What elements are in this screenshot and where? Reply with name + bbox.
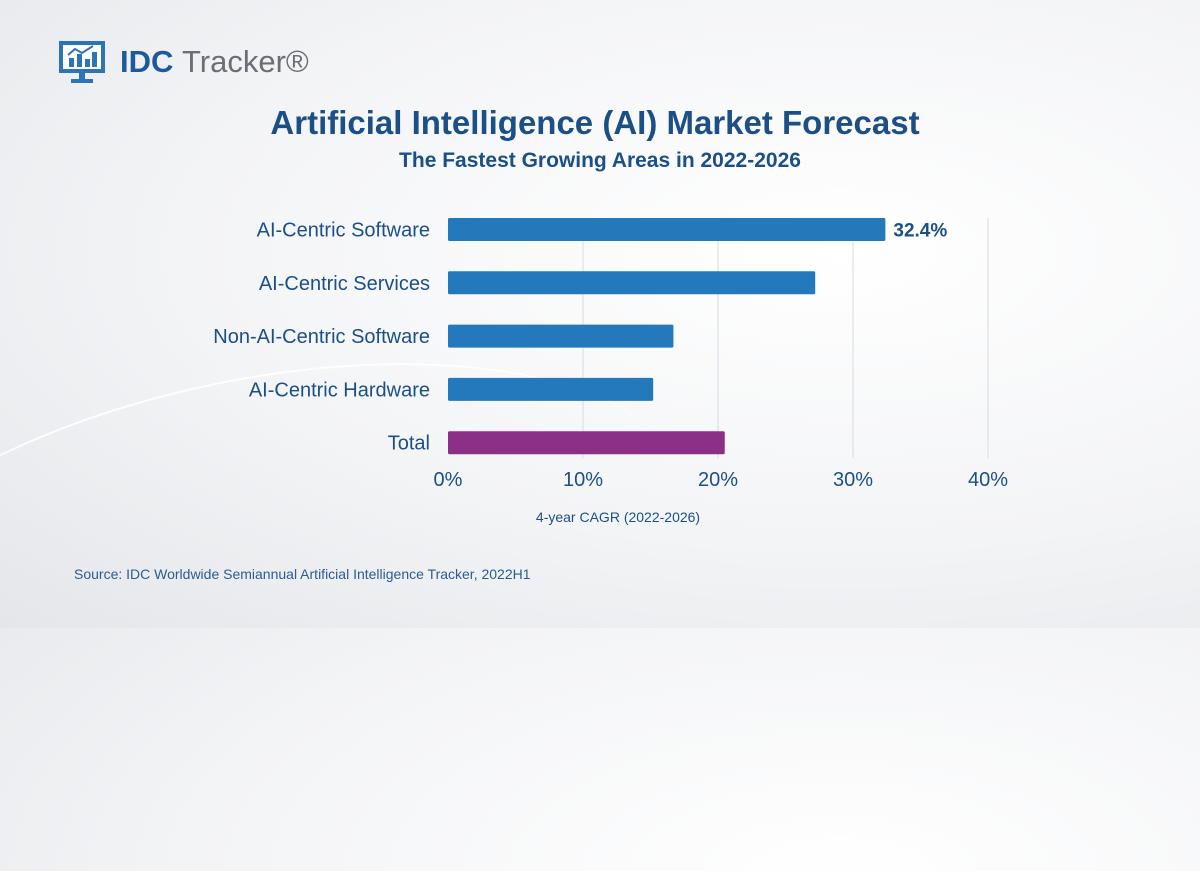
bar-non-ai-centric-software xyxy=(448,324,674,348)
category-label: Non-AI-Centric Software xyxy=(213,326,430,348)
x-tick-label: 30% xyxy=(833,469,873,491)
x-axis-label: 4-year CAGR (2022-2026) xyxy=(536,509,700,525)
bar-ai-centric-services xyxy=(448,271,816,295)
idc-tracker-logo: IDC Tracker® xyxy=(58,40,309,84)
bar-ai-centric-hardware xyxy=(448,377,654,401)
x-tick-label: 20% xyxy=(698,469,738,491)
bar-chart: AI-Centric Software 32.4% AI-Centric Servi… xyxy=(213,218,1008,525)
source-note: Source: IDC Worldwide Semiannual Artific… xyxy=(74,566,531,582)
x-tick-label: 0% xyxy=(434,469,463,491)
category-label: AI-Centric Hardware xyxy=(249,379,430,401)
logo-text: IDC Tracker® xyxy=(120,44,309,79)
data-label: 32.4% xyxy=(893,221,947,242)
bar-ai-centric-software xyxy=(448,218,886,241)
bar-total xyxy=(448,431,725,455)
x-tick-label: 10% xyxy=(563,469,603,491)
category-label: AI-Centric Services xyxy=(259,273,430,295)
category-label: Total xyxy=(388,433,430,455)
chart-title: Artificial Intelligence (AI) Market Fore… xyxy=(270,104,920,141)
category-label: AI-Centric Software xyxy=(257,220,430,242)
chart-subtitle: The Fastest Growing Areas in 2022-2026 xyxy=(399,149,801,172)
x-tick-label: 40% xyxy=(968,469,1008,491)
monitor-chart-icon xyxy=(59,41,105,83)
